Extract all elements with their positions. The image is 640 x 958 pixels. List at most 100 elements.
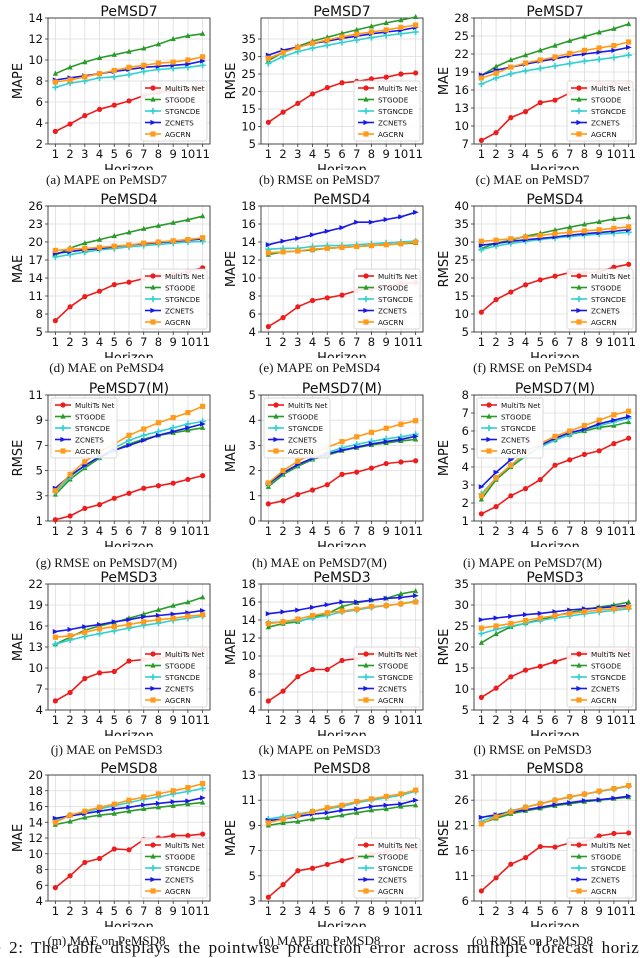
x-axis-label: Horizon: [530, 920, 580, 927]
legend-label: AGCRN: [165, 318, 191, 327]
legend-label: STGNCDE: [378, 864, 413, 873]
series-agcrn: [478, 782, 632, 827]
legend-label: STGNCDE: [75, 424, 110, 433]
data-point: [339, 225, 346, 231]
legend-label: STGNCDE: [501, 424, 536, 433]
legend-item: STGNCDE: [358, 673, 413, 682]
legend-marker: [576, 131, 582, 137]
y-axis-label: MAE: [11, 255, 26, 283]
data-point: [111, 495, 117, 501]
data-point: [199, 785, 206, 792]
data-point: [184, 420, 192, 428]
x-tick-label: 9: [170, 524, 177, 538]
x-tick-label: 5: [537, 524, 544, 538]
y-axis-label: MAPE: [224, 820, 239, 856]
y-tick-label: 35: [454, 217, 469, 231]
legend: MultiTs Net STGODE STGNCDE ZCNETS AGCRN: [566, 837, 634, 899]
legend-marker: [60, 436, 67, 443]
y-tick-label: 4: [462, 460, 469, 474]
chart-title: PeMSD3: [100, 570, 157, 586]
y-tick-label: 4: [249, 325, 256, 339]
legend-marker: [60, 413, 66, 419]
data-point: [354, 434, 360, 440]
series-stgncde: [52, 613, 206, 648]
x-axis-label: Horizon: [530, 729, 580, 736]
x-tick-label: 1: [478, 147, 485, 161]
subfigure-caption: (e) MAPE on PeMSD4: [259, 360, 380, 375]
legend-marker: [150, 273, 156, 279]
series-zcnets: [52, 608, 206, 635]
data-point: [141, 225, 147, 231]
x-tick-label: 7: [140, 713, 147, 727]
legend-label: AGCRN: [75, 447, 101, 456]
legend-label: STGODE: [165, 96, 196, 105]
x-axis-label: Horizon: [104, 540, 154, 547]
legend-item: STGNCDE: [571, 864, 626, 873]
data-point: [111, 846, 117, 852]
legend-marker: [273, 436, 280, 443]
x-tick-label: 1: [52, 713, 59, 727]
data-point: [280, 882, 286, 888]
legend-item: MultiTs Net: [358, 84, 418, 93]
data-point: [155, 60, 162, 66]
x-tick-label: 9: [596, 713, 603, 727]
chart-b: 12345678910115101520253035PeMSD7HorizonR…: [224, 4, 424, 170]
figure-caption: ure 2: The table displays the pointwise …: [0, 938, 640, 957]
data-point: [596, 56, 603, 63]
legend-label: AGCRN: [165, 887, 191, 896]
data-point: [522, 612, 529, 618]
chart-g: 12345678910111357911PeMSD7(M)HorizonRMSE…: [11, 381, 211, 547]
x-tick-label: 6: [551, 335, 558, 349]
y-tick-label: 5: [462, 703, 469, 717]
legend-item: STGNCDE: [145, 295, 200, 304]
legend-label: MultiTs Net: [165, 84, 205, 93]
legend-item: ZCNETS: [571, 685, 620, 694]
data-point: [626, 39, 632, 45]
data-point: [339, 34, 345, 40]
data-point: [611, 43, 617, 49]
x-tick-label: 10: [181, 524, 196, 538]
x-tick-label: 3: [294, 713, 301, 727]
y-tick-label: 12: [28, 32, 43, 46]
legend-item: MultiTs Net: [571, 84, 631, 93]
data-point: [339, 603, 345, 609]
y-tick-label: 3: [249, 438, 256, 452]
legend-label: STGODE: [378, 284, 409, 293]
x-tick-label: 5: [537, 904, 544, 918]
legend-marker: [363, 284, 369, 290]
data-point: [324, 666, 330, 673]
data-point: [611, 606, 617, 612]
y-tick-label: 4: [36, 703, 43, 717]
x-tick-label: 10: [607, 713, 622, 727]
x-tick-label: 4: [96, 335, 103, 349]
data-point: [200, 54, 206, 60]
data-point: [368, 597, 375, 603]
x-tick-label: 10: [607, 335, 622, 349]
x-tick-label: 9: [596, 147, 603, 161]
x-tick-label: 3: [294, 904, 301, 918]
x-tick-label: 6: [125, 147, 132, 161]
data-point: [185, 476, 191, 483]
legend-label: ZCNETS: [165, 876, 194, 885]
legend-label: STGNCDE: [165, 295, 200, 304]
data-point: [493, 130, 499, 136]
data-point: [170, 615, 176, 621]
legend-marker: [149, 107, 157, 115]
data-point: [170, 415, 176, 421]
y-tick-label: 6: [249, 307, 256, 321]
data-point: [155, 800, 162, 806]
legend-item: ZCNETS: [358, 307, 407, 316]
y-tick-label: 16: [454, 844, 469, 858]
x-tick-label: 4: [522, 335, 529, 349]
data-point: [141, 805, 147, 811]
y-tick-label: 7: [36, 682, 43, 696]
x-tick-label: 7: [140, 524, 147, 538]
data-point: [413, 599, 419, 605]
data-point: [596, 227, 602, 233]
x-tick-label: 6: [551, 524, 558, 538]
data-point: [126, 242, 132, 248]
data-point: [67, 246, 73, 252]
data-point: [200, 608, 206, 614]
data-point: [67, 626, 74, 633]
data-point: [265, 894, 271, 900]
